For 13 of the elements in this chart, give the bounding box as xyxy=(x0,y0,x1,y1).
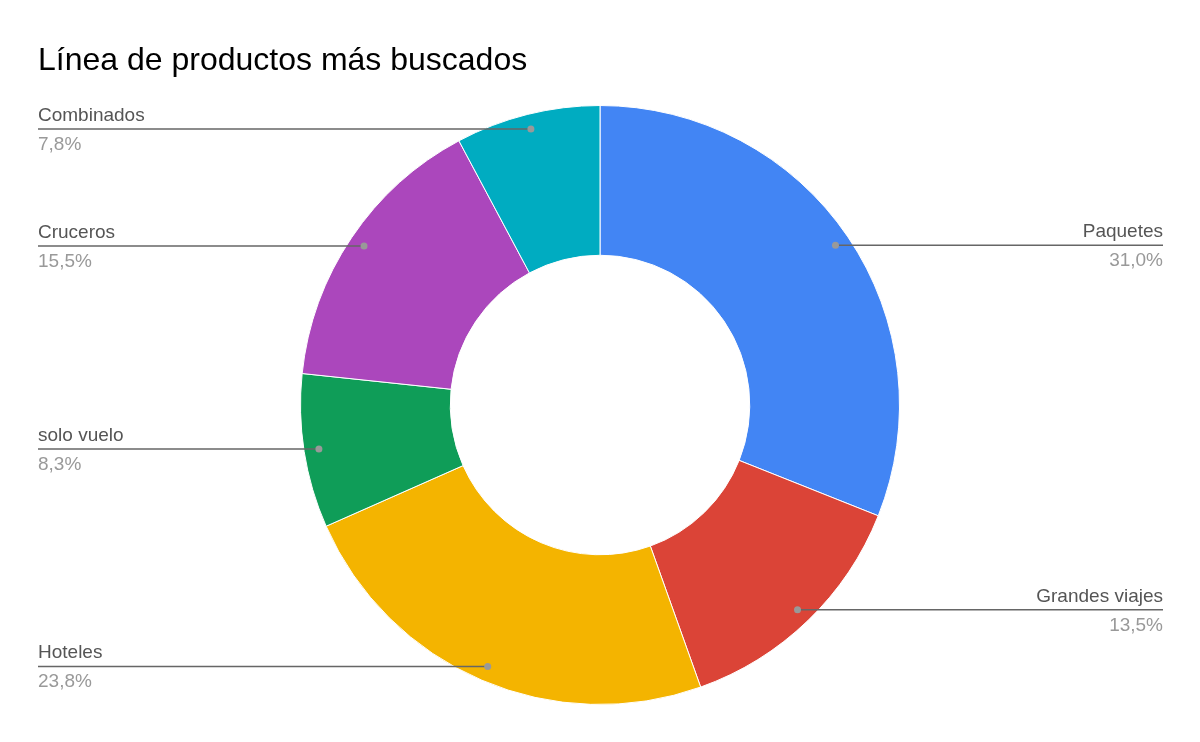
data-label: 15,5% xyxy=(38,249,92,271)
data-label: 8,3% xyxy=(38,452,82,474)
data-label: 7,8% xyxy=(38,132,82,154)
slice-label: Paquetes xyxy=(1082,220,1163,242)
data-label: 31,0% xyxy=(1109,249,1164,271)
slice-label: Combinados xyxy=(38,103,145,125)
slice-label: Grandes viajes xyxy=(1036,584,1163,606)
data-label: 23,8% xyxy=(38,670,92,692)
data-label: 13,5% xyxy=(1109,613,1164,635)
chart-title: Línea de productos más buscados xyxy=(38,41,528,77)
slice-label: Cruceros xyxy=(38,220,116,242)
slice-label: Hoteles xyxy=(38,641,103,663)
slice-label: solo vuelo xyxy=(38,423,124,445)
